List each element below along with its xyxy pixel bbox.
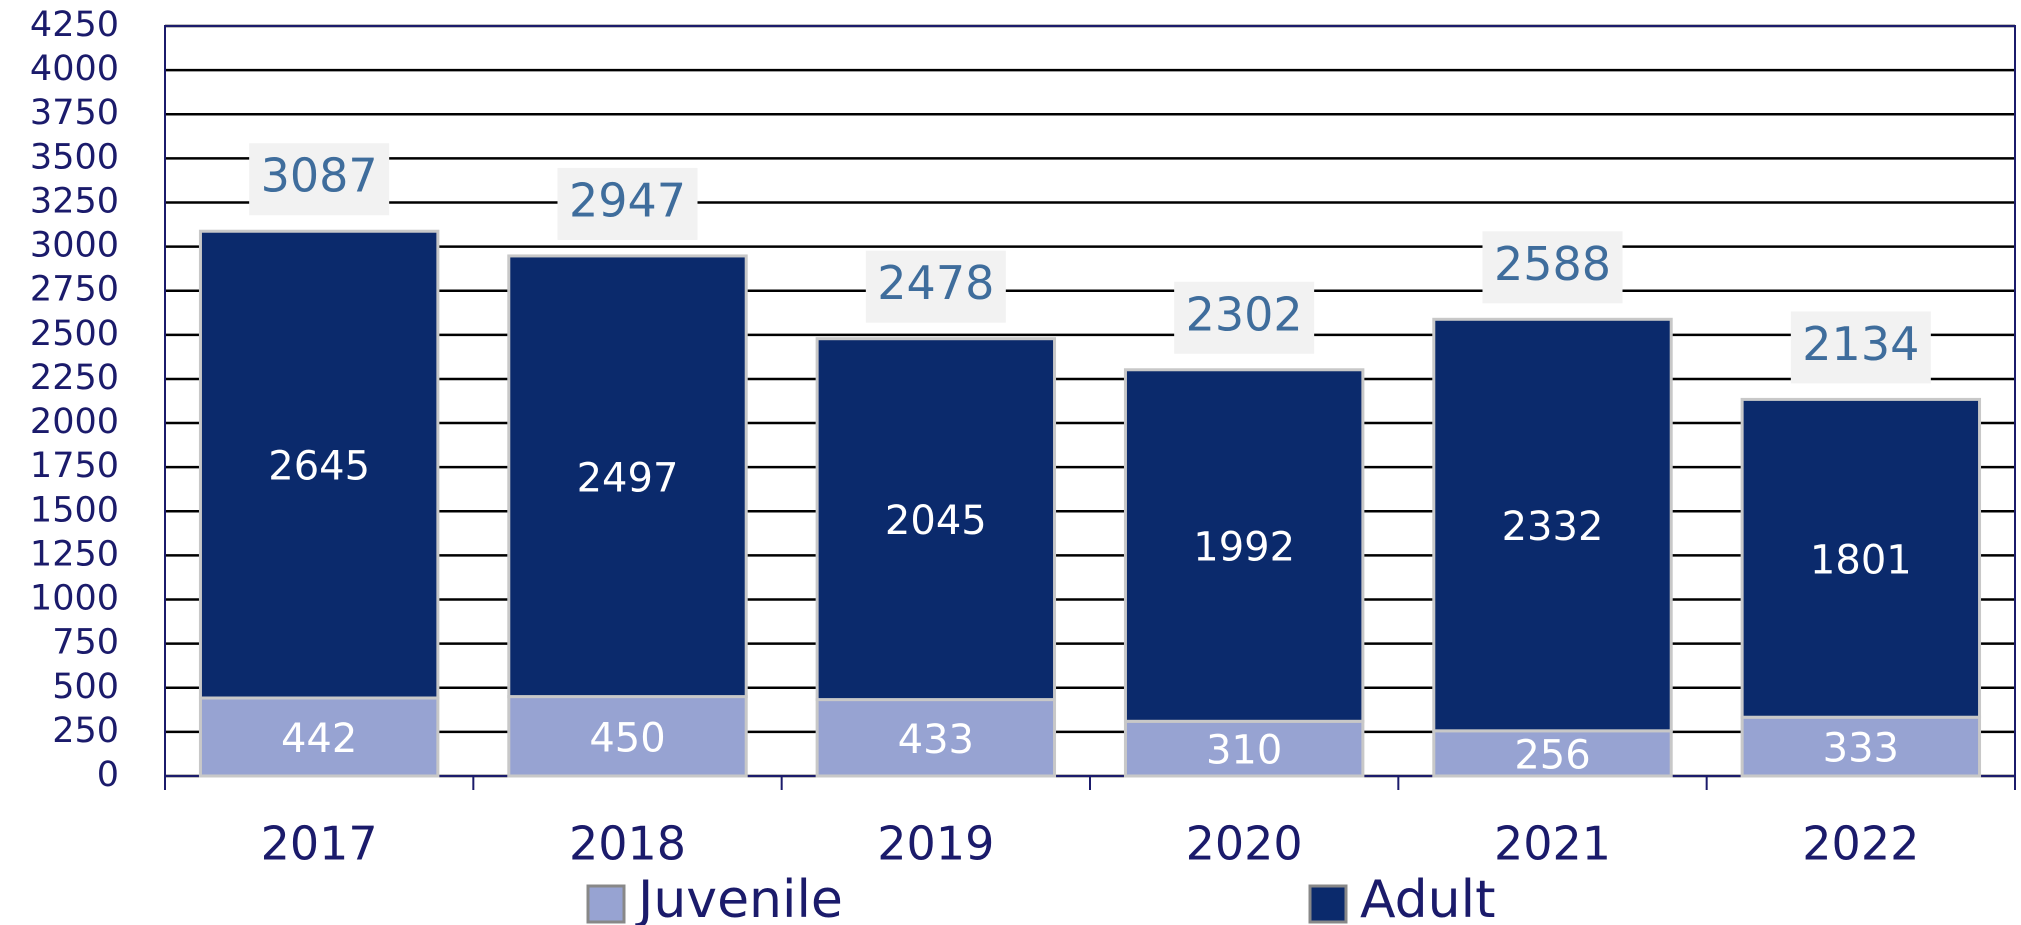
- total-label: 2588: [1494, 237, 1611, 291]
- y-tick-label: 750: [52, 623, 119, 663]
- y-tick-label: 4250: [30, 5, 119, 45]
- y-tick-label: 1250: [30, 534, 119, 574]
- data-label: 2045: [885, 498, 987, 544]
- total-label-box: [1790, 311, 1931, 384]
- data-label: 310: [1206, 728, 1282, 774]
- y-tick-label: 3000: [30, 226, 119, 266]
- x-tick-label: 2017: [261, 817, 378, 871]
- total-label-box: [1174, 281, 1315, 354]
- bar-segment: [507, 254, 748, 699]
- total-label: 2302: [1186, 287, 1303, 341]
- y-tick-label: 3500: [30, 137, 119, 177]
- data-label: 1801: [1810, 537, 1912, 583]
- y-tick-label: 1500: [30, 490, 119, 530]
- y-tick-label: 3250: [30, 181, 119, 221]
- bar-segment: [507, 695, 748, 778]
- total-label-box: [865, 250, 1006, 323]
- legend-swatch: [586, 884, 626, 924]
- total-label: 2134: [1802, 317, 1919, 371]
- y-tick-label: 4000: [30, 49, 119, 89]
- y-tick-label: 250: [52, 711, 119, 751]
- data-label: 2645: [268, 444, 370, 490]
- x-tick-label: 2019: [877, 817, 994, 871]
- y-tick-label: 2000: [30, 402, 119, 442]
- plot-border: [164, 25, 2016, 777]
- y-tick-label: 2500: [30, 314, 119, 354]
- total-label-box: [249, 143, 390, 216]
- bar-segment: [1432, 729, 1673, 778]
- bar-segment: [815, 337, 1057, 702]
- y-tick-label: 3750: [30, 93, 119, 133]
- bar-segment: [1432, 317, 1673, 733]
- y-tick-label: 500: [52, 667, 119, 707]
- bar-segment: [1740, 715, 1982, 778]
- data-label: 433: [898, 717, 974, 763]
- x-tick-label: 2018: [569, 817, 686, 871]
- data-label: 450: [589, 715, 665, 761]
- total-label-box: [557, 167, 698, 240]
- y-tick-label: 2250: [30, 358, 119, 398]
- data-label: 2332: [1502, 504, 1604, 550]
- data-label: 1992: [1193, 525, 1295, 571]
- y-tick-label: 1750: [30, 446, 119, 486]
- total-label: 2947: [569, 173, 686, 227]
- total-label-box: [1482, 231, 1623, 304]
- data-label: 2497: [577, 455, 679, 501]
- legend-label: Juvenile: [635, 870, 843, 925]
- legend-label: Adult: [1360, 870, 1495, 925]
- y-tick-label: 1000: [30, 579, 119, 619]
- bar-segment: [1123, 719, 1365, 778]
- data-label: 256: [1514, 732, 1590, 778]
- x-tick-label: 2021: [1494, 817, 1611, 871]
- data-label: 333: [1823, 726, 1899, 772]
- total-label: 3087: [261, 149, 378, 203]
- bar-segment: [1740, 397, 1982, 719]
- bar-segment: [1123, 368, 1365, 723]
- x-tick-label: 2020: [1186, 817, 1303, 871]
- y-tick-label: 0: [97, 755, 119, 795]
- legend-swatch: [1308, 884, 1348, 924]
- bar-segment: [198, 229, 440, 700]
- data-label: 442: [281, 716, 357, 762]
- total-label: 2478: [877, 256, 994, 310]
- y-tick-label: 2750: [30, 270, 119, 310]
- x-tick-label: 2022: [1802, 817, 1919, 871]
